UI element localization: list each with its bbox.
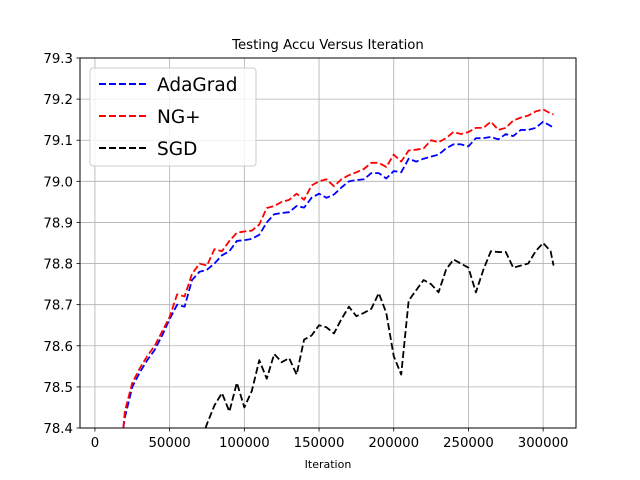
series-line-ng-plus (122, 108, 554, 428)
series-line-sgd (204, 242, 555, 428)
y-tick-label: 79.0 (43, 175, 73, 190)
x-tick-label: 150000 (294, 436, 345, 451)
y-tick-label: 79.3 (43, 52, 73, 67)
x-tick-label: 300000 (518, 436, 569, 451)
x-tick-label: 100000 (219, 436, 270, 451)
y-tick-label: 78.6 (43, 340, 73, 355)
series-line-adagrad (122, 120, 555, 428)
chart-title: Testing Accu Versus Iteration (231, 38, 424, 53)
x-tick-label: 250000 (443, 436, 494, 451)
y-tick-label: 78.8 (43, 258, 73, 273)
legend-label-sgd: SGD (157, 139, 197, 160)
x-axis-label: Iteration (305, 458, 352, 471)
x-tick-label: 50000 (148, 436, 190, 451)
x-tick-label: 0 (91, 436, 99, 451)
y-tick-label: 78.4 (43, 422, 73, 437)
y-tick-label: 78.9 (43, 216, 73, 231)
y-tick-label: 79.1 (43, 134, 73, 149)
plot-frame (79, 57, 577, 429)
y-tick-label: 78.5 (43, 381, 73, 396)
series-lines (122, 108, 555, 428)
legend-box (89, 67, 257, 167)
legend: AdaGrad NG+ SGD (89, 67, 257, 167)
y-tick-label: 78.7 (43, 299, 73, 314)
axis-ticks: 0 50000 100000 150000 200000 250000 300000 78.4… (43, 52, 568, 451)
legend-label-ng-plus: NG+ (157, 107, 201, 128)
y-tick-label: 79.2 (43, 93, 73, 108)
x-tick-label: 200000 (368, 436, 419, 451)
legend-label-adagrad: AdaGrad (157, 75, 237, 96)
